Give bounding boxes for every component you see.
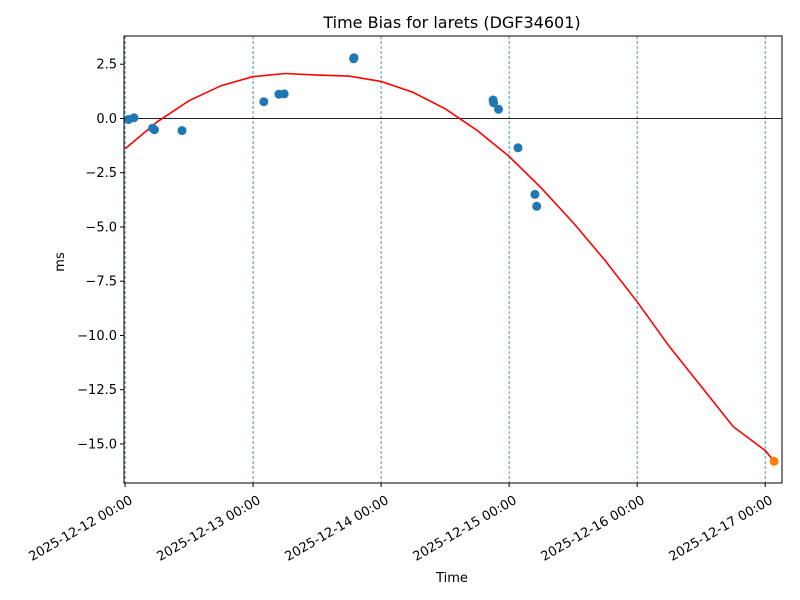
x-tick-label: 2025-12-13 00:00	[155, 493, 264, 565]
data-point	[129, 113, 139, 123]
y-tick-label: 0.0	[96, 112, 117, 127]
y-tick-label: −10.0	[77, 329, 117, 344]
y-tick-label: −5.0	[85, 220, 117, 235]
plot-gridlines	[124, 36, 782, 483]
y-axis-title: ms	[53, 252, 68, 272]
data-point	[513, 143, 523, 153]
y-axis: 2.5 0.0 −2.5 −5.0 −7.5 −10.0 −12.5 −15.0	[77, 58, 124, 452]
y-tick-label: −2.5	[85, 166, 117, 181]
x-tick-label: 2025-12-14 00:00	[283, 493, 392, 565]
y-tick-label: −12.5	[77, 383, 117, 398]
data-point	[532, 201, 542, 211]
data-point	[489, 98, 499, 108]
data-point	[494, 104, 503, 114]
y-tick-label: −7.5	[85, 275, 117, 290]
x-tick-label: 2025-12-12 00:00	[27, 493, 136, 565]
y-tick-label: 2.5	[96, 58, 117, 73]
x-axis: 2025-12-12 00:00 2025-12-13 00:00 2025-12-…	[27, 483, 776, 565]
data-point	[177, 126, 187, 136]
plot-series	[124, 53, 779, 466]
data-point	[349, 53, 359, 63]
fit-curve	[124, 72, 775, 462]
plot-frame	[123, 35, 783, 484]
chart-title: Time Bias for larets (DGF34601)	[322, 13, 580, 32]
x-axis-title: Time	[435, 571, 468, 586]
x-tick-label: 2025-12-16 00:00	[539, 493, 648, 565]
x-tick-label: 2025-12-15 00:00	[411, 493, 520, 565]
data-point	[149, 125, 159, 135]
data-point	[530, 189, 540, 199]
y-tick-label: −15.0	[77, 437, 117, 452]
data-point	[259, 97, 269, 107]
data-point	[279, 89, 289, 99]
data-point	[769, 456, 779, 466]
x-tick-label: 2025-12-17 00:00	[667, 493, 776, 565]
